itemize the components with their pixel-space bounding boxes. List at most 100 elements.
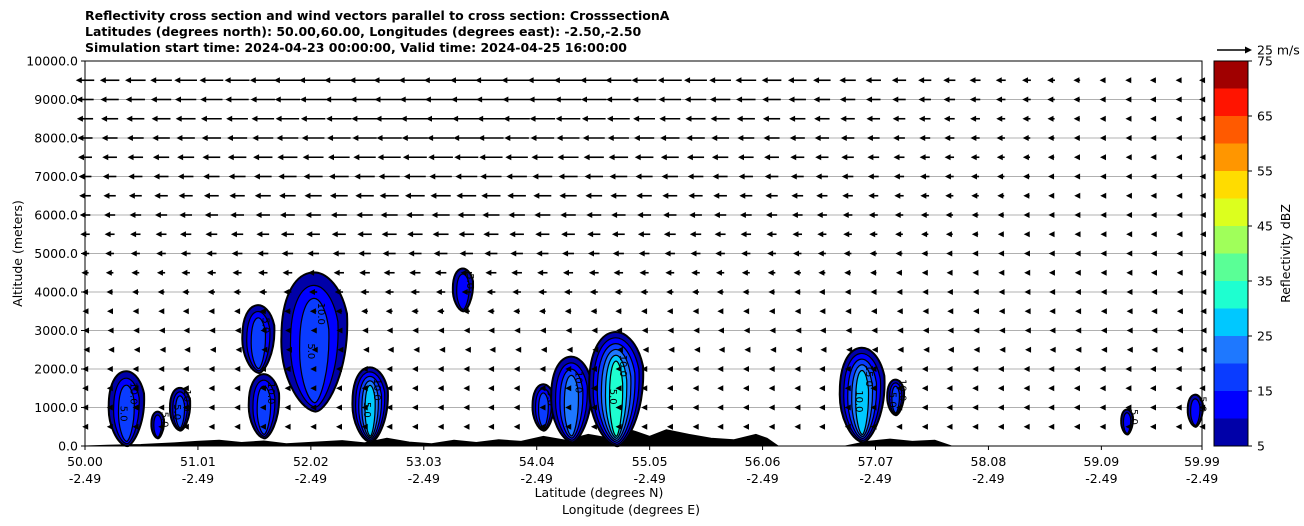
wind-vector (226, 135, 248, 141)
wind-vector (1100, 192, 1107, 199)
wind-vector (920, 192, 930, 199)
y-tick-label: 6000.0 (34, 208, 78, 223)
wind-head (870, 423, 877, 430)
wind-vector (581, 96, 607, 103)
wind-vector (761, 77, 782, 84)
wind-vector (259, 308, 266, 315)
wind-vector (972, 385, 979, 392)
wind-head (381, 231, 388, 238)
wind-head (226, 135, 233, 141)
wind-vector (692, 366, 699, 372)
wind-head (996, 115, 1003, 122)
wind-vector (205, 231, 218, 238)
colorbar-swatch (1214, 116, 1248, 144)
wind-head (615, 308, 622, 315)
wind-vector (813, 77, 831, 84)
wind-vector (105, 269, 114, 276)
wind-vector (615, 308, 622, 315)
wind-head (488, 423, 495, 430)
wind-vector (206, 250, 217, 257)
wind-head (1099, 423, 1106, 430)
wind-head (412, 423, 419, 430)
wind-vector (1048, 423, 1055, 430)
wind-head (1024, 308, 1031, 315)
wind-head (261, 346, 268, 353)
wind-vector (581, 115, 606, 122)
wind-vector (947, 308, 954, 315)
wind-head (514, 327, 521, 334)
wind-head (1047, 96, 1054, 103)
wind-vector (1150, 115, 1157, 122)
wind-vector (920, 212, 929, 218)
wind-vector (487, 308, 495, 315)
wind-vector (537, 269, 548, 276)
wind-head (867, 154, 874, 161)
wind-vector (132, 308, 139, 315)
wind-head (687, 173, 694, 180)
wind-head (283, 289, 290, 295)
wind-vector (125, 96, 145, 103)
wind-vector (996, 154, 1005, 161)
wind-vector (717, 404, 724, 411)
wind-head (335, 308, 342, 315)
wind-vector (1126, 327, 1133, 334)
wind-vector (353, 154, 376, 161)
wind-vector (565, 404, 572, 411)
wind-vector (356, 212, 373, 218)
wind-head (842, 212, 849, 218)
wind-vector (1100, 231, 1107, 238)
wind-vector (152, 135, 170, 141)
wind-head (77, 135, 84, 141)
wind-head (310, 385, 317, 392)
wind-head (513, 385, 520, 392)
wind-head (1099, 385, 1106, 392)
wind-head (945, 231, 952, 238)
wind-head (454, 154, 461, 161)
wind-vector (686, 135, 705, 141)
wind-vector (711, 135, 729, 141)
wind-vector (285, 346, 292, 353)
wind-head (281, 250, 288, 257)
wind-vector (1126, 250, 1133, 257)
wind-vector (641, 423, 648, 430)
wind-head (791, 192, 798, 199)
wind-vector (331, 231, 346, 238)
wind-head (1099, 77, 1106, 84)
wind-vector (632, 96, 656, 103)
wind-vector (479, 154, 503, 161)
colorbar-frame (1213, 60, 1249, 447)
wind-vector (410, 289, 420, 295)
wind-vector (1047, 135, 1055, 141)
wind-vector (765, 212, 778, 218)
wind-head (560, 212, 567, 218)
wind-vector (1022, 96, 1031, 103)
wind-head (894, 192, 901, 199)
wind-head (1149, 96, 1156, 103)
cell-11: 10.05.0 (588, 331, 645, 448)
wind-vector (329, 192, 348, 199)
wind-vector (1175, 423, 1182, 430)
wind-head (892, 96, 899, 103)
wind-head (409, 269, 416, 276)
wind-vector (531, 154, 554, 161)
wind-head (128, 192, 135, 199)
wind-vector (459, 250, 474, 257)
wind-head (819, 404, 826, 411)
wind-vector (1049, 327, 1056, 334)
wind-head (712, 173, 719, 180)
wind-vector (513, 423, 520, 430)
wind-head (870, 404, 877, 411)
reflectivity-contour (153, 414, 163, 438)
wind-head (260, 327, 267, 334)
contour-label: 10.0 (572, 371, 583, 393)
wind-vector (741, 250, 751, 257)
wind-head (943, 96, 950, 103)
wind-vector (305, 212, 321, 218)
wind-vector (923, 346, 930, 353)
x-axis-label-latitude: Latitude (degrees N) (535, 485, 664, 500)
reflectivity-cells: 10.05.0 5.010.05.05.010.010.05.010.05.05.… (107, 267, 1207, 448)
wind-head (158, 327, 165, 334)
wind-head (972, 404, 979, 411)
wind-head (412, 385, 419, 392)
wind-head (565, 327, 572, 334)
